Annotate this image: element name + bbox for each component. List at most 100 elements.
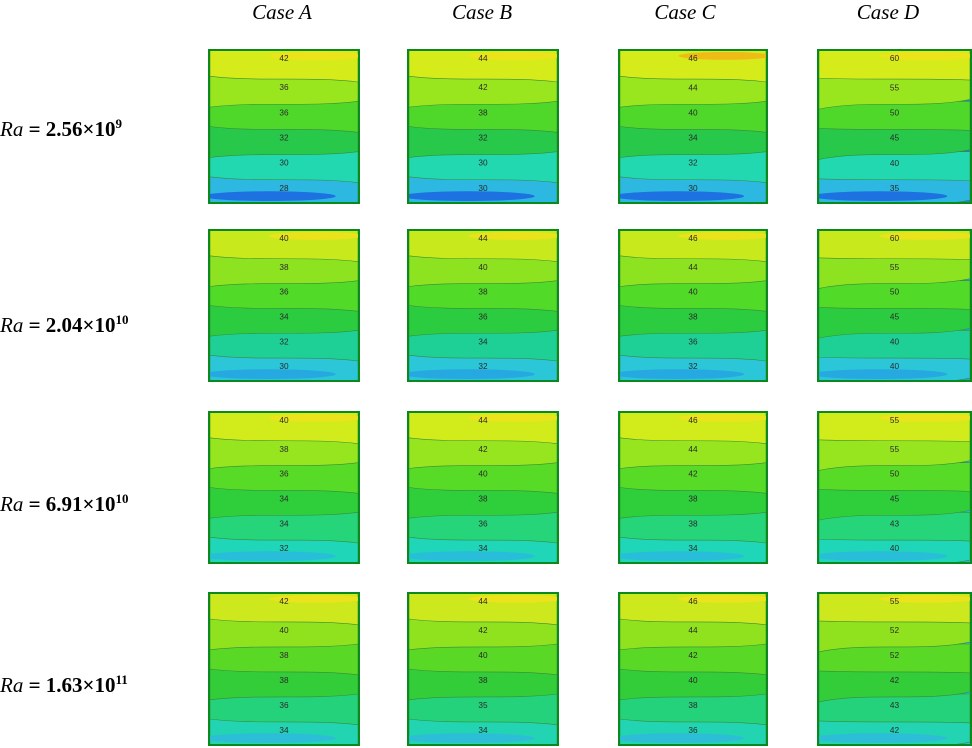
contour-label: 38 [688,312,698,321]
contour-label: 34 [478,726,488,735]
contour-label: 36 [279,470,289,479]
contour-label: 34 [279,726,289,735]
contour-label: 44 [688,626,698,635]
contour-plot: 46 44 42 40 38 36 [620,594,766,744]
contour-label: 36 [279,108,289,117]
equals: = [23,492,46,516]
contour-band [819,437,970,471]
contour-band [620,668,766,701]
contour-label: 38 [478,676,488,685]
ra-symbol: Ra [0,673,24,697]
contour-plot: 46 44 40 38 36 32 [620,231,766,380]
cold-region [620,551,745,562]
contour-plot: 46 44 42 38 38 34 [620,413,766,562]
contour-plot: 60 55 50 45 40 35 [819,51,970,202]
contour-band [819,330,970,360]
contour-band [409,437,557,469]
contour-band [620,437,766,469]
contour-label: 32 [688,362,698,371]
contour-label: 44 [478,416,488,425]
contour-plot: 55 55 50 45 43 40 [819,413,970,562]
contour-label: 42 [478,445,488,454]
contour-band [620,101,766,133]
contour-label: 40 [688,108,698,117]
contour-label: 38 [478,108,488,117]
contour-label: 34 [688,544,698,553]
contour-label: 38 [279,263,289,272]
contour-band [819,305,970,339]
contour-band [620,693,766,726]
contour-label: 34 [279,312,289,321]
cold-region [819,551,948,562]
column-header-case-a: Case A [252,0,312,24]
contour-panel: 42 36 36 32 30 28 [208,49,360,204]
contour-band [819,151,970,182]
contour-plot: 44 40 38 36 34 32 [409,231,557,380]
contour-band [409,693,557,726]
equals: = [23,673,46,697]
contour-band [210,126,358,158]
contour-band [620,255,766,287]
contour-label: 34 [478,337,488,346]
contour-label: 52 [890,651,900,660]
hot-region [678,51,766,60]
contour-label: 40 [688,676,698,685]
contour-label: 34 [279,494,289,503]
contour-band [409,305,557,337]
contour-label: 42 [478,83,488,92]
contour-band [819,101,970,131]
contour-label: 55 [890,83,900,92]
hot-region [879,231,970,240]
hot-region [468,231,557,240]
ra-mantissa: 1.63×10 [45,673,116,697]
contour-panel: 44 40 38 36 34 32 [407,229,559,382]
contour-label: 40 [890,337,900,346]
hot-region [468,594,557,603]
contour-band [210,487,358,519]
contour-band [210,75,358,108]
contour-label: 45 [890,313,900,322]
contour-label: 30 [279,362,289,371]
hot-region [269,413,358,422]
contour-label: 30 [688,184,698,193]
contour-label: 36 [279,83,289,92]
contour-band [210,305,358,337]
contour-panel: 40 38 36 34 34 32 [208,411,360,564]
contour-label: 45 [890,134,900,143]
contour-label: 34 [688,134,698,143]
ra-symbol: Ra [0,313,24,337]
contour-band [620,462,766,494]
contour-label: 36 [688,337,698,346]
contour-panel: 46 44 40 38 36 32 [618,229,768,382]
ra-mantissa: 2.56×10 [45,117,116,141]
contour-label: 50 [890,470,900,479]
contour-label: 35 [890,184,900,193]
ra-exponent: 9 [115,116,123,131]
contour-band [620,618,766,651]
hot-region [269,231,358,240]
contour-band [210,512,358,544]
row-label-ra-3: Ra = 6.91×1010 [0,492,205,517]
cold-region [819,733,948,744]
contour-label: 40 [688,288,698,297]
contour-band [620,151,766,183]
contour-band [819,280,970,310]
contour-label: 44 [688,83,698,92]
contour-label: 30 [279,159,289,168]
contour-panel: 42 40 38 38 36 34 [208,592,360,746]
contour-label: 42 [688,651,698,660]
cold-region [620,369,745,380]
contour-band [409,668,557,701]
contour-label: 46 [688,234,698,243]
hot-region [678,594,766,603]
contour-band [409,487,557,519]
contour-band [620,305,766,337]
contour-label: 40 [478,651,488,660]
contour-plot: 44 42 38 32 30 30 [409,51,557,202]
contour-label: 44 [688,263,698,272]
contour-band [409,101,557,133]
contour-label: 42 [890,726,900,735]
contour-panel: 44 42 40 38 36 34 [407,411,559,564]
contour-label: 60 [890,234,900,243]
contour-label: 55 [890,416,900,425]
